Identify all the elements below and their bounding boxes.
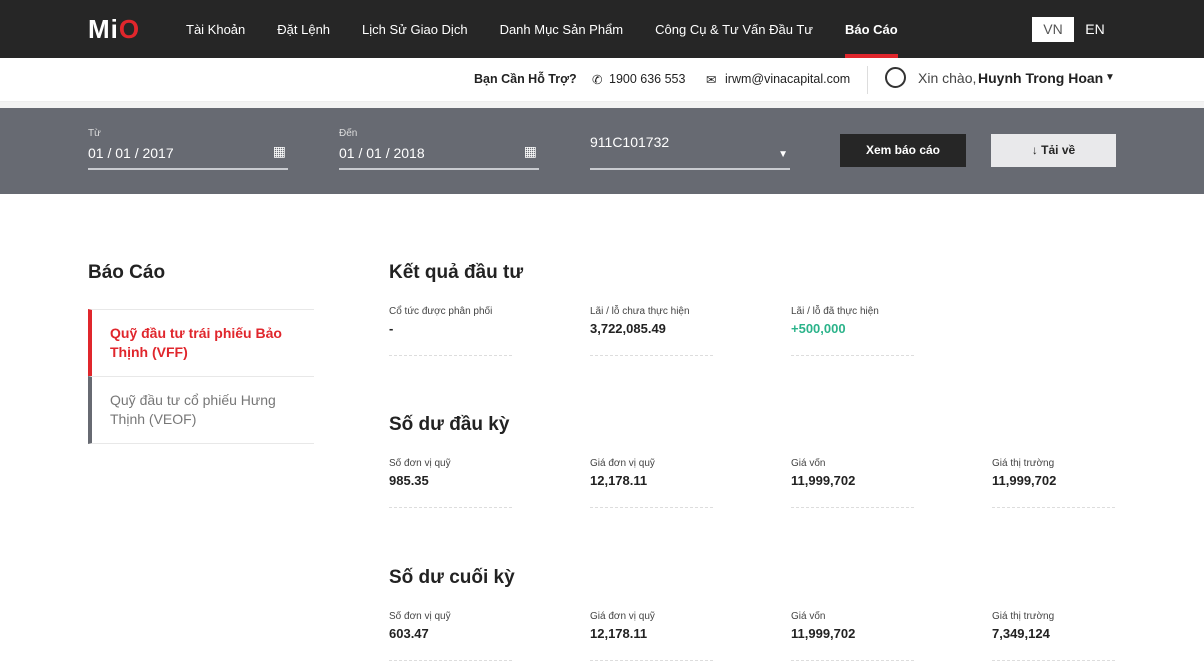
closing-balance-section: Số dư cuối kỳ Số đơn vị quỹ 603.47 Giá đơ… (389, 567, 1193, 661)
to-value[interactable]: 01 / 01 / 2018 (339, 145, 425, 161)
stat-cell: Số đơn vị quỹ 985.35 (389, 452, 512, 508)
sidebar-title: Báo Cáo (88, 262, 166, 283)
stat-label: Giá đơn vị quỹ (590, 611, 655, 622)
stat-value: 11,999,702 (791, 473, 856, 488)
stat-label: Giá thị trường (992, 458, 1055, 469)
to-label: Đến (339, 128, 358, 139)
stat-value: 12,178.11 (590, 473, 648, 488)
lang-vn-button[interactable]: VN (1032, 17, 1074, 42)
stat-cell: Lãi / lỗ chưa thực hiện 3,722,085.49 (590, 300, 713, 356)
divider (867, 66, 868, 94)
email-link[interactable]: irwm@vinacapital.com (725, 72, 851, 86)
nav-danh-muc[interactable]: Danh Mục Sản Phẩm (499, 22, 624, 37)
help-label: Bạn Cần Hỗ Trợ? (474, 72, 577, 86)
stat-label: Lãi / lỗ đã thực hiện (791, 306, 879, 317)
stat-value: - (389, 321, 394, 336)
mail-icon: ✉ (706, 73, 717, 87)
stat-label: Lãi / lỗ chưa thực hiện (590, 306, 690, 317)
phone-icon: ✆ (592, 73, 603, 87)
stat-cell: Giá đơn vị quỹ 12,178.11 (590, 605, 713, 661)
stat-cell: Giá thị trường 11,999,702 (992, 452, 1115, 508)
logo[interactable]: MiO (88, 14, 141, 44)
lang-en-button[interactable]: EN (1085, 21, 1105, 37)
phone-link[interactable]: 1900 636 553 (609, 72, 686, 86)
section-title: Kết quả đầu tư (389, 262, 524, 283)
fund-item-vff[interactable]: Quỹ đầu tư trái phiếu Bảo Thịnh (VFF) (88, 309, 314, 376)
stat-value: 3,722,085.49 (590, 321, 666, 336)
user-name[interactable]: Huynh Trong Hoan (978, 70, 1104, 86)
nav-lich-su[interactable]: Lịch Sử Giao Dịch (362, 22, 468, 37)
nav-bao-cao[interactable]: Báo Cáo (829, 0, 914, 58)
support-bar: Bạn Cần Hỗ Trợ? ✆ 1900 636 553 ✉ irwm@vi… (0, 58, 1204, 102)
calendar-icon[interactable]: ▦ (523, 143, 537, 159)
account-select[interactable]: 911C101732 ▼ (590, 128, 790, 170)
stat-value: 11,999,702 (791, 626, 856, 641)
stat-value: +500,000 (791, 321, 846, 336)
stat-cell: Số đơn vị quỹ 603.47 (389, 605, 512, 661)
stat-value: 7,349,124 (992, 626, 1050, 641)
stat-cell: Giá đơn vị quỹ 12,178.11 (590, 452, 713, 508)
from-date-field[interactable]: Từ 01 / 01 / 2017 ▦ (88, 128, 288, 170)
stat-label: Giá thị trường (992, 611, 1055, 622)
stat-label: Cổ tức được phân phối (389, 306, 493, 317)
stat-value: 603.47 (389, 626, 429, 641)
top-nav: MiO Tài Khoản Đặt Lệnh Lịch Sử Giao Dịch… (0, 0, 1204, 58)
download-label: Tải về (1041, 143, 1076, 157)
stat-value: 12,178.11 (590, 626, 648, 641)
stat-cell: Giá vốn 11,999,702 (791, 452, 914, 508)
from-label: Từ (88, 128, 101, 139)
section-title: Số dư cuối kỳ (389, 567, 515, 588)
filter-bar: Từ 01 / 01 / 2017 ▦ Đến 01 / 01 / 2018 ▦… (0, 108, 1204, 194)
nav-tai-khoan[interactable]: Tài Khoản (186, 22, 246, 37)
stat-value: 11,999,702 (992, 473, 1057, 488)
nav-dat-lenh[interactable]: Đặt Lệnh (277, 22, 331, 37)
stat-label: Số đơn vị quỹ (389, 611, 451, 622)
fund-item-veof[interactable]: Quỹ đầu tư cổ phiếu Hưng Thịnh (VEOF) (88, 376, 314, 444)
fund-menu: Quỹ đầu tư trái phiếu Bảo Thịnh (VFF) Qu… (88, 309, 314, 444)
nav-cong-cu[interactable]: Công Cụ & Tư Vấn Đầu Tư (655, 22, 813, 37)
stat-cell: Cổ tức được phân phối - (389, 300, 512, 356)
greeting: Xin chào, (918, 70, 977, 86)
arrow-down-icon: ↓ (1031, 143, 1042, 157)
calendar-icon[interactable]: ▦ (272, 143, 286, 159)
chevron-down-icon[interactable]: ▼ (778, 149, 788, 160)
account-value[interactable]: 911C101732 (590, 134, 670, 150)
chevron-down-icon[interactable]: ▼ (1105, 72, 1115, 83)
to-date-field[interactable]: Đến 01 / 01 / 2018 ▦ (339, 128, 539, 170)
download-button[interactable]: ↓ Tải về (991, 134, 1116, 167)
stat-cell: Giá vốn 11,999,702 (791, 605, 914, 661)
opening-balance-section: Số dư đầu kỳ Số đơn vị quỹ 985.35 Giá đơn… (389, 414, 1193, 508)
stat-value: 985.35 (389, 473, 429, 488)
view-report-button[interactable]: Xem báo cáo (840, 134, 966, 167)
stat-cell: Giá thị trường 7,349,124 (992, 605, 1115, 661)
user-avatar-icon[interactable] (885, 67, 906, 88)
stat-label: Số đơn vị quỹ (389, 458, 451, 469)
stat-label: Giá vốn (791, 611, 826, 622)
stat-label: Giá đơn vị quỹ (590, 458, 655, 469)
stat-cell: Lãi / lỗ đã thực hiện +500,000 (791, 300, 914, 356)
stat-label: Giá vốn (791, 458, 826, 469)
investment-result-section: Kết quả đầu tư Cổ tức được phân phối - Lã… (389, 262, 992, 356)
from-value[interactable]: 01 / 01 / 2017 (88, 145, 174, 161)
section-title: Số dư đầu kỳ (389, 414, 510, 435)
main-nav: Tài Khoản Đặt Lệnh Lịch Sử Giao Dịch Dan… (170, 0, 914, 58)
